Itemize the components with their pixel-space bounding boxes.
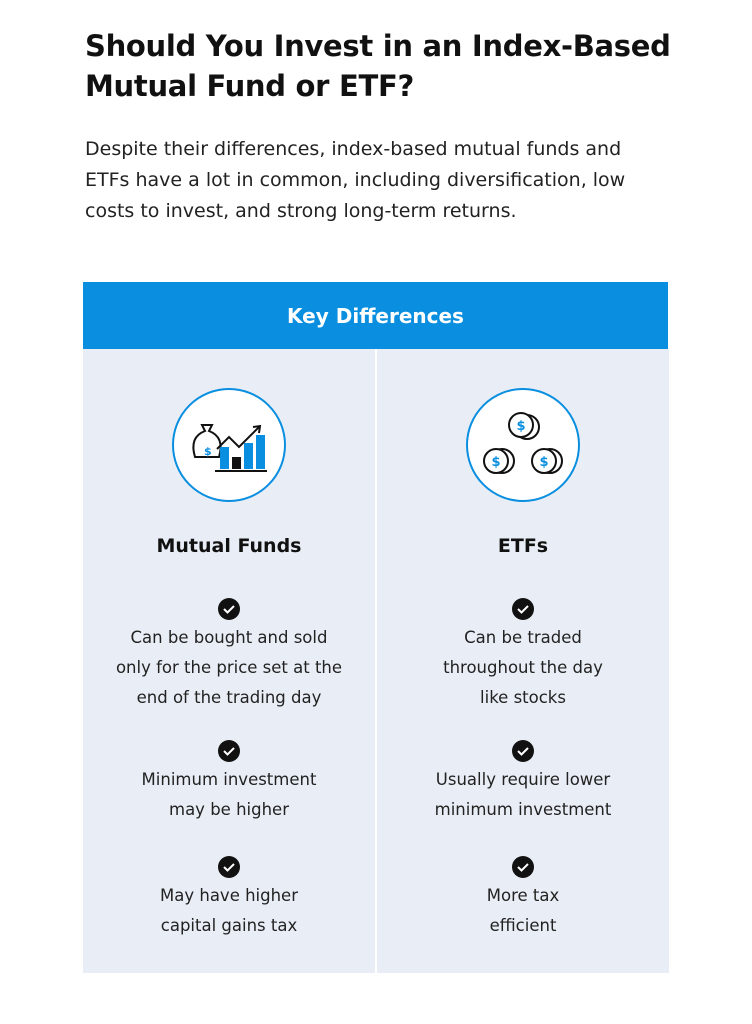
check-icon: [512, 856, 534, 878]
column: $ $ $ ETFs Can be traded throughout the day l…: [377, 349, 669, 973]
item-line: Can be traded: [464, 628, 582, 647]
column-title: Mutual Funds: [156, 535, 302, 557]
intro-line: Despite their differences, index-based m…: [85, 138, 622, 160]
table-header: Key Differences: [83, 282, 668, 349]
item-line: Can be bought and sold: [130, 628, 328, 647]
column-title: ETFs: [497, 535, 549, 557]
item-line: may be higher: [169, 800, 289, 819]
item-line: Usually require lower: [435, 770, 611, 789]
title-line: Mutual Fund or ETF?: [85, 69, 414, 103]
item-line: Minimum investment: [141, 770, 317, 789]
item-line: May have higher: [160, 886, 298, 905]
intro-line: costs to invest, and strong long-term re…: [85, 200, 517, 222]
column: $ Mutual Funds Can be bought and sold only…: [83, 349, 375, 973]
check-icon: [512, 740, 534, 762]
check-icon: [218, 856, 240, 878]
item-line: only for the price set at the: [115, 658, 343, 677]
item-line: More tax: [486, 886, 560, 905]
svg-text:$: $: [491, 455, 500, 470]
check-icon: [218, 740, 240, 762]
svg-text:$: $: [516, 419, 525, 434]
item: May have higher capital gains tax: [83, 855, 375, 941]
svg-text:$: $: [539, 455, 548, 470]
item-line: minimum investment: [434, 800, 612, 819]
title: Should You Invest in an Index-Based Mutua…: [85, 26, 671, 106]
item: Can be bought and sold only for the price…: [83, 597, 375, 713]
check-icon: [218, 598, 240, 620]
intro: Despite their differences, index-based m…: [85, 134, 625, 227]
item: Usually require lower minimum investment: [377, 739, 669, 825]
item-line: end of the trading day: [136, 688, 322, 707]
item-line: capital gains tax: [160, 916, 298, 935]
intro-line: ETFs have a lot in common, including div…: [85, 169, 626, 191]
title-line: Should You Invest in an Index-Based: [85, 29, 671, 63]
check-icon: [512, 598, 534, 620]
item-line: throughout the day: [443, 658, 603, 677]
icon: $ $ $: [466, 388, 580, 502]
item: More tax efficient: [377, 855, 669, 941]
icon: $: [172, 388, 286, 502]
svg-text:$: $: [204, 445, 212, 458]
item: Minimum investment may be higher: [83, 739, 375, 825]
item-line: like stocks: [480, 688, 566, 707]
item: Can be traded throughout the day like stoc…: [377, 597, 669, 713]
item-line: efficient: [489, 916, 557, 935]
